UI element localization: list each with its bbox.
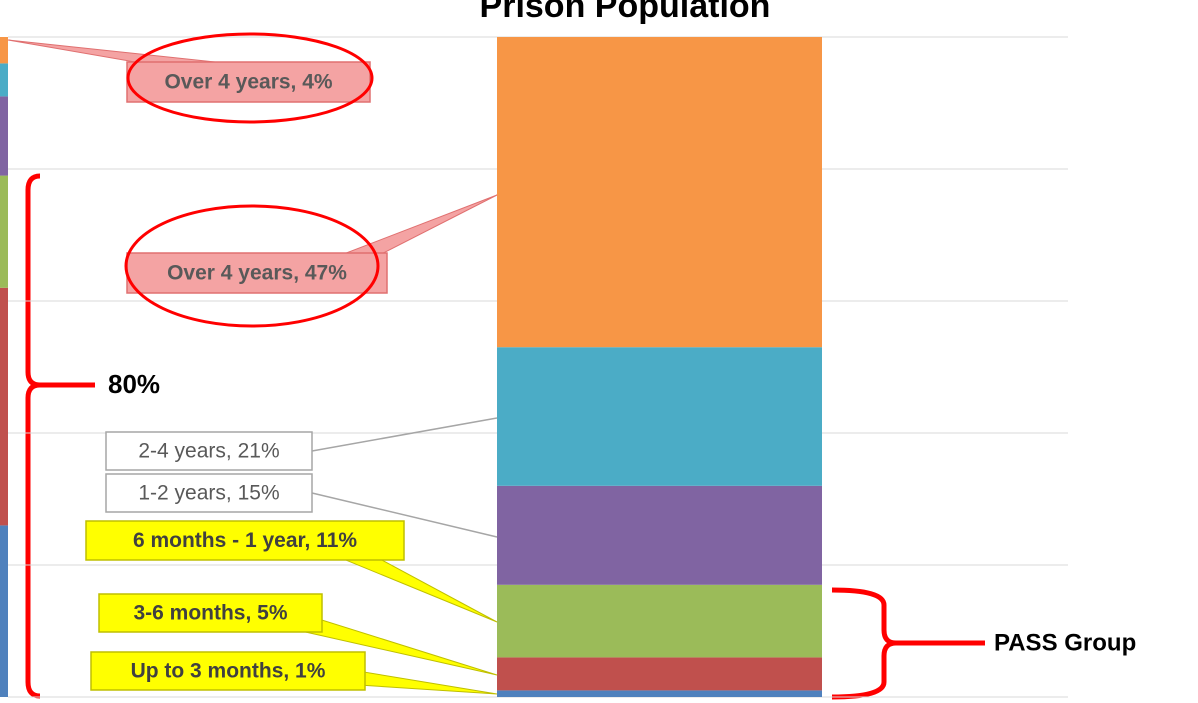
bar-segment bbox=[497, 584, 822, 658]
data-label: 6 months - 1 year, 11% bbox=[85, 520, 498, 623]
bar-segment bbox=[497, 485, 822, 585]
bracket bbox=[25, 173, 95, 699]
bar-segment bbox=[0, 287, 8, 526]
label-box bbox=[90, 651, 366, 691]
bracket bbox=[831, 587, 985, 700]
label-text: Over 4 years, 47% bbox=[167, 262, 347, 285]
bar-segment bbox=[497, 690, 822, 697]
bar-segment bbox=[0, 96, 8, 176]
annotation: 80% bbox=[108, 369, 160, 399]
bar-segment bbox=[497, 657, 822, 691]
data-label: 1-2 years, 15% bbox=[105, 473, 498, 538]
label-text: 2-4 years, 21% bbox=[138, 440, 279, 463]
chart-title: Prison Population bbox=[480, 0, 771, 25]
highlight-ellipse bbox=[126, 32, 374, 124]
label-text: 6 months - 1 year, 11% bbox=[133, 529, 357, 552]
label-box bbox=[98, 593, 323, 633]
label-box bbox=[126, 252, 388, 294]
highlight-ellipse bbox=[124, 204, 380, 328]
bar-segment bbox=[0, 175, 8, 288]
leader-line bbox=[311, 492, 498, 538]
bar-segment bbox=[0, 525, 8, 697]
label-text: 3-6 months, 5% bbox=[133, 602, 287, 625]
label-box bbox=[85, 520, 405, 561]
leader-line bbox=[311, 417, 498, 452]
label-box bbox=[105, 473, 313, 513]
bar-segment bbox=[497, 347, 822, 486]
label-text: Up to 3 months, 1% bbox=[131, 660, 326, 683]
data-label: Over 4 years, 4% bbox=[7, 39, 371, 103]
label-text: Over 4 years, 4% bbox=[164, 71, 332, 94]
data-label: 2-4 years, 21% bbox=[105, 417, 498, 471]
data-label: Up to 3 months, 1% bbox=[90, 651, 498, 695]
label-text: 1-2 years, 15% bbox=[138, 482, 279, 505]
bar-segment bbox=[497, 37, 822, 348]
data-label: Over 4 years, 47% bbox=[126, 194, 498, 294]
data-label: 3-6 months, 5% bbox=[98, 593, 498, 676]
bar-segment bbox=[0, 63, 8, 97]
annotation: PASS Group bbox=[994, 629, 1136, 656]
label-box bbox=[105, 431, 313, 471]
marks: Over 4 years, 4% Up to 3 months, 1% 3-6 mo… bbox=[0, 36, 1068, 698]
bar-segment bbox=[0, 37, 8, 64]
